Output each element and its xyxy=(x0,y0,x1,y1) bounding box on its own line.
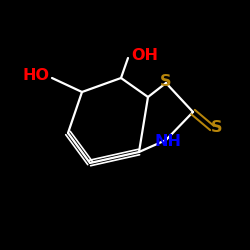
Text: NH: NH xyxy=(154,134,182,148)
Text: OH: OH xyxy=(131,48,158,64)
Text: S: S xyxy=(211,120,223,136)
Text: HO: HO xyxy=(22,68,49,84)
Text: S: S xyxy=(160,74,172,90)
